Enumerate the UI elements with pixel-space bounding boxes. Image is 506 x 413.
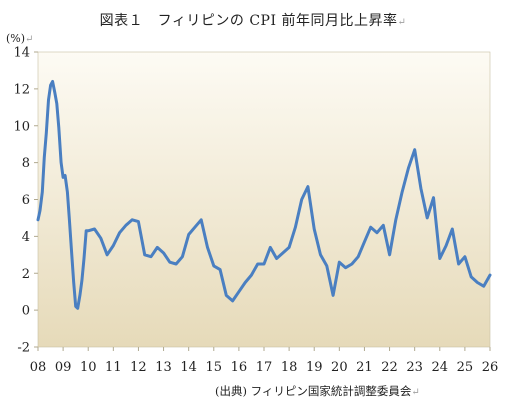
x-tick-label: 18	[281, 360, 298, 375]
source-note: (出典) フィリピン国家統計調整委員会↵	[215, 384, 420, 398]
x-tick-label: 26	[482, 360, 499, 375]
x-tick-label: 21	[356, 360, 373, 375]
y-tick-label: 6	[22, 193, 30, 208]
y-tick-label: 12	[13, 82, 30, 97]
x-tick-label: 13	[155, 360, 172, 375]
x-tick-label: 11	[105, 360, 122, 375]
x-tick-label: 09	[55, 360, 72, 375]
x-tick-label: 19	[306, 360, 323, 375]
x-tick-label: 24	[432, 360, 449, 375]
y-tick-label: 2	[22, 267, 30, 282]
x-tick-label: 14	[180, 360, 197, 375]
x-tick-label: 12	[130, 360, 147, 375]
x-tick-label: 20	[331, 360, 348, 375]
y-axis-unit: (%)↵	[6, 32, 34, 45]
series-group	[36, 80, 492, 310]
x-tick-label: 10	[80, 360, 97, 375]
y-tick-label: 10	[13, 119, 30, 134]
x-tick-label: 25	[457, 360, 474, 375]
x-tick-label: 17	[256, 360, 273, 375]
cpi-series-line	[36, 80, 492, 310]
x-tick-label: 23	[406, 360, 423, 375]
chart-title: 図表１ フィリピンの CPI 前年同月比上昇率↵	[99, 13, 407, 29]
x-tick-label: 16	[231, 360, 248, 375]
y-axis: -2 0 2 4 6 8 10 12 14	[13, 46, 38, 356]
y-tick-label: 0	[22, 304, 30, 319]
y-tick-label: 4	[22, 230, 30, 245]
plot-area	[37, 51, 491, 348]
x-tick-label: 08	[30, 360, 47, 375]
x-axis: 08 09 10 11 12 13 14 15 16 17 18 19 20 21 22 23 24 25 26	[30, 347, 499, 375]
y-tick-label: -2	[17, 341, 30, 356]
x-tick-label: 15	[206, 360, 223, 375]
x-tick-label: 22	[381, 360, 398, 375]
y-tick-label: 8	[22, 156, 30, 171]
y-tick-label: 14	[13, 46, 30, 61]
